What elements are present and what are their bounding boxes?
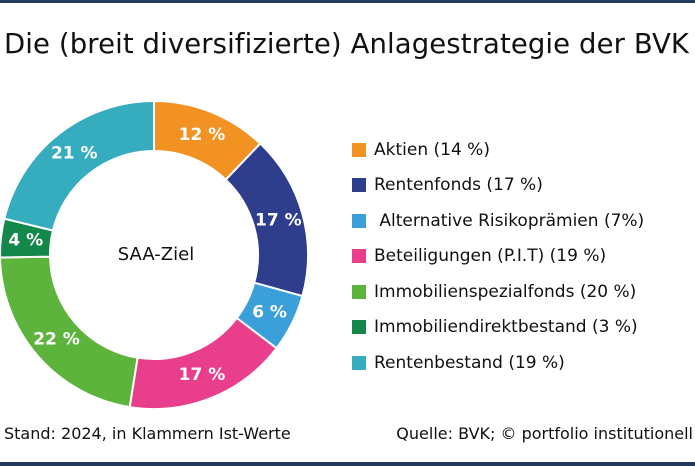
footer-note: Stand: 2024, in Klammern Ist-Werte [4,424,291,443]
slice-value-label-4: 22 % [33,329,80,349]
legend-label: Beteiligungen (P.I.T) (19 %) [374,246,607,267]
slice-value-label-2: 6 % [252,302,287,322]
legend-item-3: Beteiligungen (P.I.T) (19 %) [352,239,644,275]
legend-label: Immobilienspezialfonds (20 %) [374,281,637,302]
legend-swatch [352,320,366,335]
donut-slice-6 [3,99,155,232]
donut-center-label: SAA-Ziel [117,244,195,265]
legend-label: Immobiliendirektbestand (3 %) [374,317,638,338]
slice-value-label-0: 12 % [179,125,226,145]
legend-item-5: Immobiliendirektbestand (3 %) [352,310,644,346]
donut-chart: 12 % 17 % 6 % 17 % 22 % 4 % 21 % [0,99,309,410]
slice-value-label-5: 4 % [8,231,43,251]
top-rule [0,0,695,3]
legend-swatch [352,355,366,370]
legend-item-1: Rentenfonds (17 %) [352,168,644,204]
legend-swatch [352,178,366,193]
legend-swatch [352,142,366,157]
legend-item-6: Rentenbestand (19 %) [352,345,644,381]
legend-item-0: Aktien (14 %) [352,132,644,168]
legend-label: Aktien (14 %) [374,139,490,160]
legend-item-4: Immobilienspezialfonds (20 %) [352,274,644,310]
footer-source: Quelle: BVK; © portfolio institutionell [396,424,693,443]
chart-title: Die (breit diversifizierte) Anlagestrate… [4,28,690,60]
legend-swatch [352,213,366,228]
legend-label: Rentenfonds (17 %) [374,175,543,196]
bottom-rule [0,462,695,466]
donut-slice-3 [128,316,278,410]
legend-swatch [352,284,366,299]
legend-swatch [352,249,366,264]
legend-label: Rentenbestand (19 %) [374,352,565,373]
legend-item-2: Alternative Risikoprämien (7%) [352,203,644,239]
chart-legend: Aktien (14 %) Rentenfonds (17 %) Alternat… [352,132,644,381]
slice-value-label-6: 21 % [51,144,98,164]
slice-value-label-3: 17 % [179,365,226,385]
slice-value-label-1: 17 % [255,211,302,231]
legend-label: Alternative Risikoprämien (7%) [374,210,645,231]
